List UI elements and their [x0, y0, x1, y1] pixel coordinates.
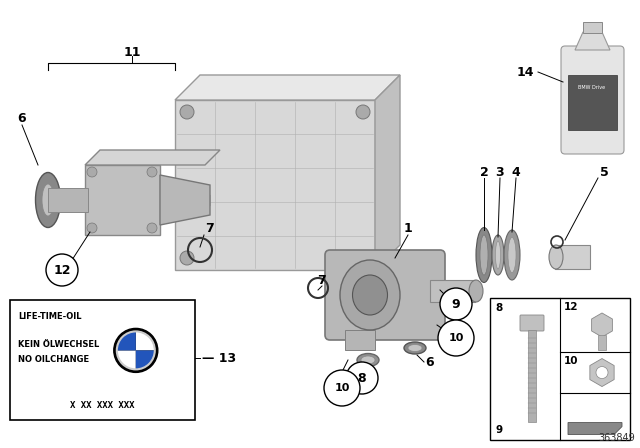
FancyBboxPatch shape — [520, 315, 544, 331]
Text: 5: 5 — [600, 165, 609, 178]
Circle shape — [87, 167, 97, 177]
FancyBboxPatch shape — [325, 250, 445, 340]
Polygon shape — [568, 422, 622, 435]
Ellipse shape — [480, 235, 488, 275]
Bar — [555, 245, 590, 269]
Text: LIFE-TIME-OIL: LIFE-TIME-OIL — [18, 312, 81, 321]
Ellipse shape — [35, 172, 61, 228]
Ellipse shape — [353, 275, 387, 315]
Polygon shape — [575, 32, 610, 50]
Text: 9: 9 — [452, 297, 460, 310]
Bar — [528, 330, 536, 422]
Polygon shape — [375, 75, 400, 270]
Polygon shape — [85, 150, 220, 165]
Bar — [175, 100, 375, 270]
Text: KEIN ÖLWECHSEL: KEIN ÖLWECHSEL — [18, 340, 99, 349]
Ellipse shape — [42, 184, 54, 216]
Circle shape — [180, 251, 194, 265]
Text: 7: 7 — [317, 273, 326, 287]
Text: BMW Drive: BMW Drive — [579, 85, 605, 90]
Circle shape — [356, 251, 370, 265]
Text: 3: 3 — [496, 165, 504, 178]
Circle shape — [438, 320, 474, 356]
Bar — [85, 165, 160, 235]
Wedge shape — [136, 332, 155, 350]
Text: X XX XXX XXX: X XX XXX XXX — [70, 401, 134, 410]
Text: — 13: — 13 — [202, 352, 236, 365]
Text: 8: 8 — [495, 303, 502, 313]
Text: 1: 1 — [404, 221, 412, 234]
Circle shape — [346, 362, 378, 394]
Circle shape — [147, 167, 157, 177]
Wedge shape — [117, 332, 136, 350]
Ellipse shape — [549, 245, 563, 269]
Ellipse shape — [508, 237, 516, 272]
Ellipse shape — [495, 241, 500, 269]
Text: 10: 10 — [448, 333, 464, 343]
Circle shape — [180, 105, 194, 119]
Bar — [48, 188, 88, 212]
Circle shape — [596, 366, 608, 379]
Text: 10: 10 — [334, 383, 349, 393]
Bar — [598, 335, 606, 350]
Text: 9: 9 — [495, 425, 502, 435]
Circle shape — [440, 288, 472, 320]
Circle shape — [114, 328, 158, 372]
Bar — [568, 75, 617, 130]
Bar — [583, 22, 602, 33]
Text: 2: 2 — [479, 165, 488, 178]
Text: 6: 6 — [18, 112, 26, 125]
Wedge shape — [117, 350, 136, 370]
Circle shape — [147, 223, 157, 233]
Text: NO OILCHANGE: NO OILCHANGE — [18, 355, 89, 364]
Polygon shape — [175, 75, 400, 100]
FancyBboxPatch shape — [561, 46, 624, 154]
Text: 7: 7 — [205, 221, 214, 234]
Ellipse shape — [492, 235, 504, 275]
Bar — [430, 280, 475, 302]
Ellipse shape — [408, 345, 422, 352]
Text: 10: 10 — [564, 356, 579, 366]
Text: 12: 12 — [53, 263, 71, 276]
Text: 6: 6 — [426, 356, 435, 369]
Bar — [490, 298, 630, 440]
Ellipse shape — [476, 228, 492, 283]
Ellipse shape — [504, 230, 520, 280]
Circle shape — [87, 223, 97, 233]
Polygon shape — [160, 175, 210, 225]
Text: 11: 11 — [124, 46, 141, 59]
Circle shape — [46, 254, 78, 286]
Wedge shape — [136, 350, 155, 370]
Ellipse shape — [469, 280, 483, 302]
Ellipse shape — [404, 342, 426, 354]
Circle shape — [324, 370, 360, 406]
Text: 8: 8 — [358, 371, 366, 384]
Text: 363849: 363849 — [598, 433, 635, 443]
Ellipse shape — [357, 353, 379, 366]
Text: 12: 12 — [564, 302, 579, 312]
Ellipse shape — [340, 260, 400, 330]
Text: 4: 4 — [511, 165, 520, 178]
Ellipse shape — [361, 356, 375, 364]
Circle shape — [356, 105, 370, 119]
Bar — [345, 330, 375, 350]
Bar — [10, 300, 195, 420]
Text: 14: 14 — [516, 65, 534, 78]
